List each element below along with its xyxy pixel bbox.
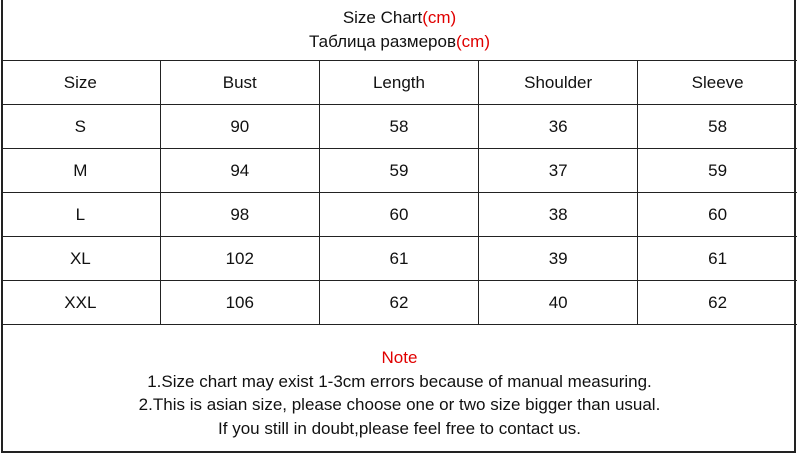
table-row: XXL 106 62 40 62 bbox=[1, 280, 797, 325]
cell: 62 bbox=[318, 280, 480, 325]
header-shoulder: Shoulder bbox=[478, 60, 639, 105]
note-line: 1.Size chart may exist 1-3cm errors beca… bbox=[147, 371, 652, 391]
cell: 58 bbox=[318, 104, 480, 149]
cell: 59 bbox=[637, 148, 797, 193]
header-sleeve: Sleeve bbox=[637, 60, 797, 105]
header-size: Size bbox=[1, 60, 161, 105]
note-heading: Note bbox=[381, 348, 418, 367]
table-row: S 90 58 36 58 bbox=[1, 104, 797, 149]
table-row: L 98 60 38 60 bbox=[1, 192, 797, 237]
note-line: If you still in doubt,please feel free t… bbox=[218, 418, 581, 438]
cell: 61 bbox=[318, 236, 480, 281]
cell: 37 bbox=[478, 148, 639, 193]
cell: 102 bbox=[159, 236, 320, 281]
cell: 40 bbox=[478, 280, 639, 325]
cell: 90 bbox=[159, 104, 320, 149]
size-table: Size Bust Length Shoulder Sleeve S 90 58 36… bbox=[1, 60, 797, 325]
title-en-unit: (cm) bbox=[422, 8, 457, 27]
cell: 38 bbox=[478, 192, 639, 237]
cell: 94 bbox=[159, 148, 320, 193]
cell: 60 bbox=[637, 192, 797, 237]
cell: 61 bbox=[637, 236, 797, 281]
cell: S bbox=[1, 104, 161, 149]
cell: XL bbox=[1, 236, 161, 281]
table-header-row: Size Bust Length Shoulder Sleeve bbox=[1, 60, 797, 105]
note-line: 2.This is asian size, please choose one … bbox=[138, 395, 661, 414]
header-bust: Bust bbox=[159, 60, 320, 105]
title-ru: Таблица размеров bbox=[309, 32, 456, 51]
cell: L bbox=[1, 192, 161, 237]
cell: 59 bbox=[318, 148, 480, 193]
title-ru-unit: (cm) bbox=[456, 32, 490, 51]
chart-title: Size Chart(cm) Таблица размеров(cm) bbox=[0, 6, 799, 54]
cell: 106 bbox=[159, 280, 320, 325]
cell: 36 bbox=[478, 104, 639, 149]
header-length: Length bbox=[318, 60, 480, 105]
cell: 62 bbox=[637, 280, 797, 325]
table-row: M 94 59 37 59 bbox=[1, 148, 797, 193]
cell: 60 bbox=[318, 192, 480, 237]
cell: 98 bbox=[159, 192, 320, 237]
cell: 39 bbox=[478, 236, 639, 281]
table-row: XL 102 61 39 61 bbox=[1, 236, 797, 281]
cell: 58 bbox=[637, 104, 797, 149]
cell: XXL bbox=[1, 280, 161, 325]
title-en: Size Chart bbox=[342, 8, 423, 27]
cell: M bbox=[1, 148, 161, 193]
note-section: Note 1.Size chart may exist 1-3cm errors… bbox=[0, 346, 799, 440]
